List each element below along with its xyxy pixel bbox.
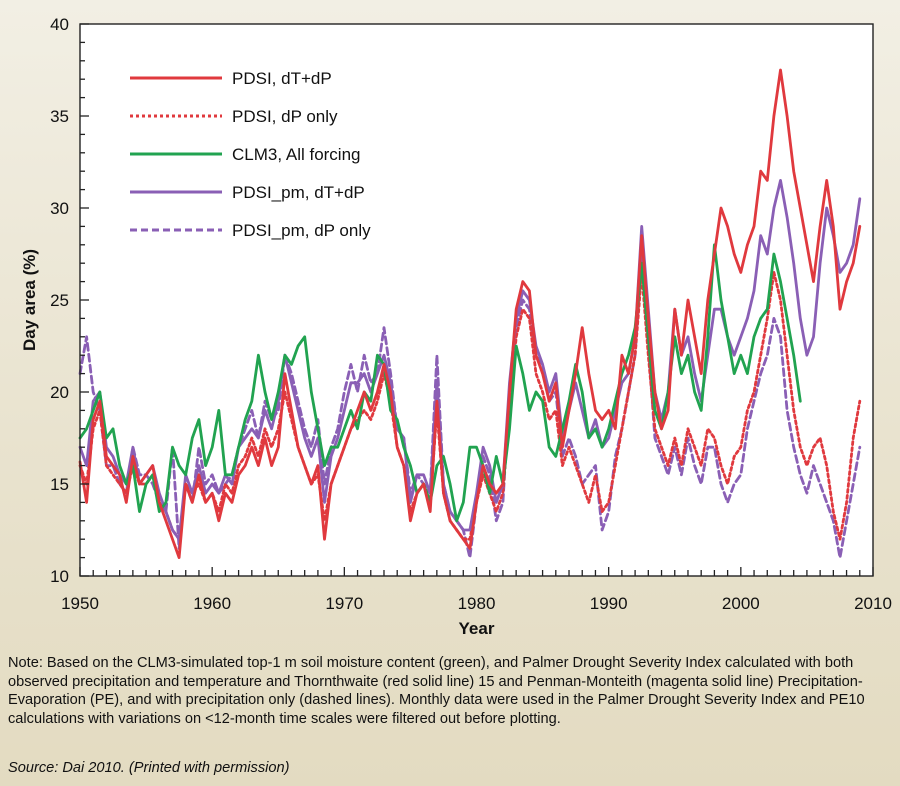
series-layer [78,68,862,559]
x-tick-label: 2010 [854,594,892,613]
series-line-0 [78,68,862,559]
y-tick-label: 35 [50,107,69,126]
legend-label-1: PDSI, dP only [232,107,338,126]
legend: PDSI, dT+dP PDSI, dP only CLM3, All forcin… [112,56,434,252]
figure: 1950 1960 1970 1980 1990 2000 2010 10 15 20 25 30 35… [20,15,892,638]
y-axis-label: Day area (%) [20,249,39,351]
y-tick-label: 30 [50,199,69,218]
y-tick-label: 40 [50,15,69,34]
y-tick-label: 15 [50,475,69,494]
figure-note: Note: Based on the CLM3-simulated top-1 … [8,655,865,727]
x-tick-label: 1990 [590,594,628,613]
x-tick-label: 2000 [722,594,760,613]
x-tick-label: 1970 [325,594,363,613]
y-tick-label: 20 [50,383,69,402]
y-tick-label: 25 [50,291,69,310]
figure-source: Source: Dai 2010. (Printed with permissi… [8,760,290,776]
x-tick-label: 1960 [193,594,231,613]
series-line-4 [78,252,862,559]
legend-label-4: PDSI_pm, dP only [232,221,371,240]
legend-label-2: CLM3, All forcing [232,145,361,164]
legend-label-3: PDSI_pm, dT+dP [232,183,365,202]
x-axis-label: Year [459,619,495,638]
drought-area-chart: 1950 1960 1970 1980 1990 2000 2010101520253035… [20,15,892,638]
legend-label-0: PDSI, dT+dP [232,69,332,88]
x-tick-label: 1980 [458,594,496,613]
axes-layer: 1950 1960 1970 1980 1990 2000 2010101520253035… [20,15,892,638]
y-tick-label: 10 [50,567,69,586]
x-tick-label: 1950 [61,594,99,613]
